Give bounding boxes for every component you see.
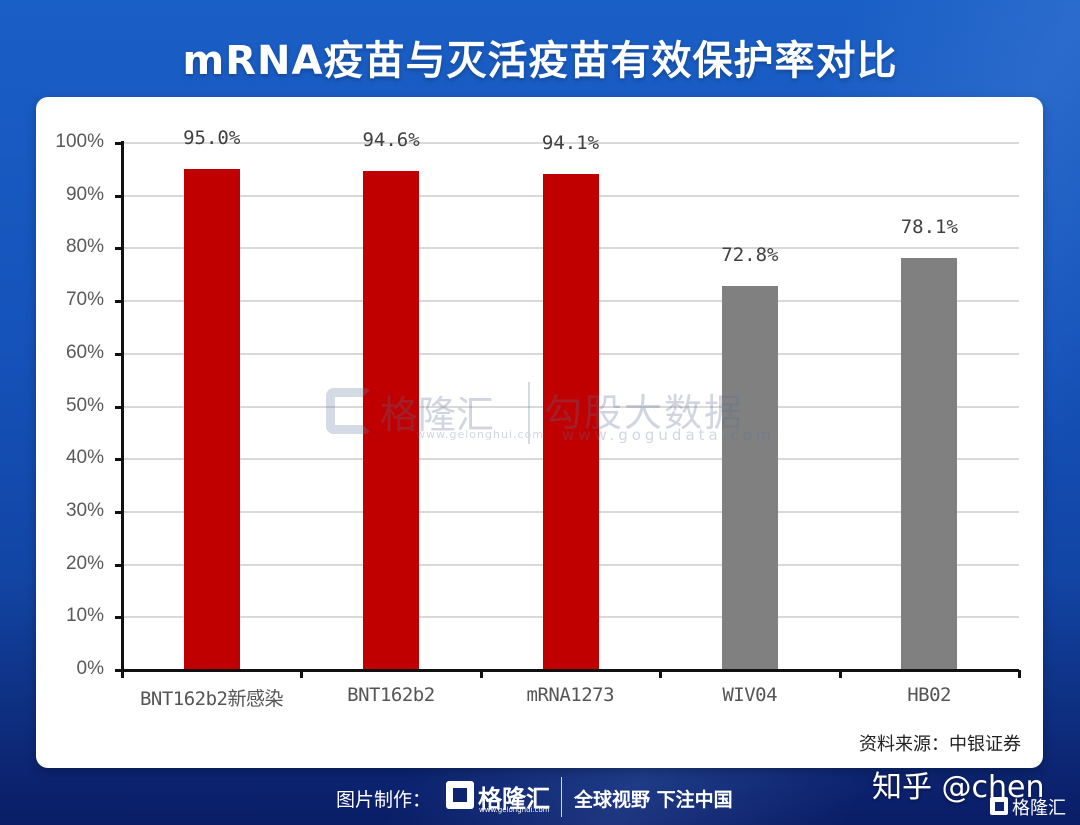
y-axis-tick [115,405,123,409]
y-axis-label: 90% [65,183,104,205]
bar-value-label: 94.1% [541,132,600,155]
bar-mRNA [363,171,420,670]
x-axis-label: WIV04 [722,684,778,706]
bar-mRNA [183,169,240,670]
y-axis-tick [115,616,123,620]
y-axis-label: 30% [65,499,104,521]
bar-value-label: 94.6% [362,129,420,152]
y-axis-label: 50% [65,394,104,416]
y-axis-tick [115,458,123,462]
y-axis-tick [115,247,123,251]
x-axis-label: mRNA1273 [526,684,615,706]
x-axis-tick [1018,670,1021,678]
x-axis-label: BNT162b2新感染 [139,688,284,710]
corner-brand: 格隆汇 [1012,798,1066,819]
corner-logo-icon [990,797,1008,815]
x-axis-tick [838,670,842,678]
y-axis-label: 80% [65,236,104,258]
y-axis-line [121,141,124,672]
y-axis-label: 20% [65,552,104,574]
x-axis-label: HB02 [907,684,951,706]
page-title: mRNA疫苗与灭活疫苗有效保护率对比 [182,38,898,84]
y-axis-label: 100% [55,131,104,152]
y-axis-tick [115,300,123,304]
y-axis-tick [115,669,123,672]
y-axis-tick [115,194,123,198]
bar-value-label: 78.1% [900,216,958,239]
bar-mRNA [542,174,599,670]
footer-divider [561,777,562,817]
y-axis-label: 60% [65,341,104,363]
y-axis-tick [115,510,123,514]
footer-made-by: 图片制作： [336,789,432,811]
bar-inactivated [901,258,958,670]
footer-slogan: 全球视野 下注中国 [574,789,733,811]
x-axis-label: BNT162b2 [347,684,435,706]
y-axis-tick [115,352,123,356]
y-axis-label: 70% [65,289,104,311]
footer: 图片制作： 格隆汇 www.gelonghui.com 全球视野 下注中国 [0,775,1080,825]
y-axis-label: 0% [76,658,104,679]
x-axis-tick [300,670,304,678]
zhihu-watermark: 知乎 @chen [872,770,1045,805]
x-axis-line [122,669,1019,672]
y-axis-tick [115,142,123,145]
bar-chart: 0% 10% 20% 30% 40% 50% 60% 70% 80% 90% 100% 95.0% BN… [36,97,1043,768]
bar-value-label: 95.0% [183,127,241,150]
gelonghui-logo-icon [446,781,474,809]
source-note: 资料来源：中银证券 [859,734,1021,755]
gridline [122,142,1019,144]
bar-inactivated [721,286,778,670]
y-axis-label: 40% [65,447,104,469]
bar-value-label: 72.8% [721,244,779,267]
footer-brand: 格隆汇 [478,785,550,813]
x-axis-tick [659,670,663,678]
footer-brand-url: www.gelonghui.com [479,806,550,814]
x-axis-tick [121,670,124,678]
x-axis-tick [479,670,483,678]
y-axis-label: 10% [65,605,104,627]
y-axis-tick [115,563,123,567]
chart-card: 0% 10% 20% 30% 40% 50% 60% 70% 80% 90% 100% 95.0% BN… [36,97,1043,768]
